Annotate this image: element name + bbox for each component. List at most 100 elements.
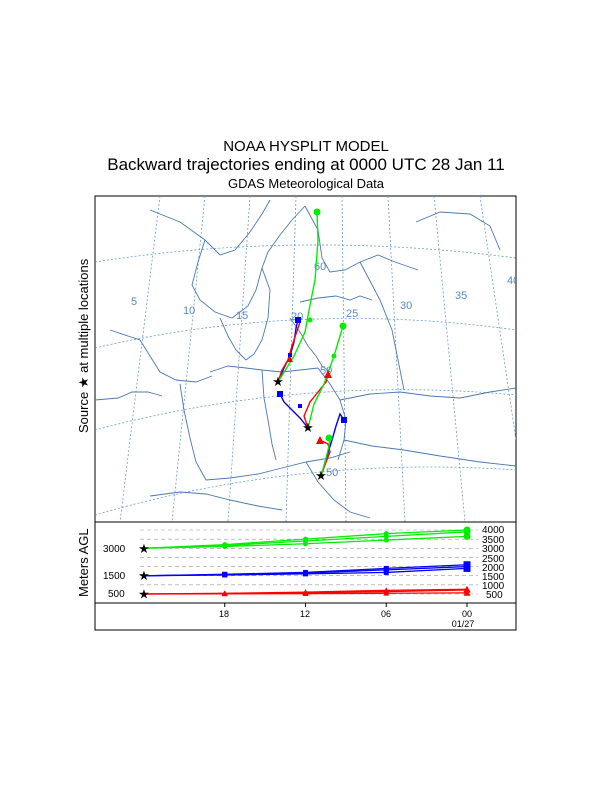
lat-line-50 — [95, 466, 516, 516]
lon-label-30: 30 — [400, 300, 412, 312]
series-2-point-1 — [221, 590, 228, 597]
start-star-1500: ★ — [138, 568, 150, 583]
coast-gulf-finland — [299, 295, 373, 303]
coast-sweden-south — [219, 267, 271, 361]
model-title: NOAA HYSPLIT MODEL — [223, 138, 389, 155]
lat-label-60: 60 — [314, 261, 326, 273]
left-level-3000: 3000 — [103, 544, 126, 555]
border-russia — [359, 261, 405, 391]
border-germany-poland — [261, 369, 277, 461]
map-marker-green-4 — [331, 353, 337, 359]
right-level-2500: 2500 — [482, 554, 505, 565]
source-star-3: ★ — [315, 468, 327, 483]
border-hungary — [305, 461, 371, 519]
traj-s2-3000 — [307, 325, 344, 429]
map-frame — [94, 195, 517, 523]
series-2-point-3 — [383, 590, 390, 596]
right-level-500: 500 — [486, 590, 503, 601]
source-star-1: ★ — [272, 374, 284, 389]
right-level-labels: 4000 3500 3000 2500 2000 1500 1000 500 — [482, 525, 505, 601]
longitude-grid — [119, 196, 516, 522]
map-content: 5 10 15 20 25 30 35 40 60 50 50 — [95, 196, 519, 522]
right-level-3000: 3000 — [482, 544, 505, 555]
lon-label-5: 5 — [131, 296, 137, 308]
coast-scandinavia — [191, 205, 306, 319]
map-marker-green-1 — [313, 208, 321, 216]
source-side-label: Source ★ at multiple locations — [76, 258, 91, 433]
map-marker-blue-5 — [298, 404, 302, 408]
coast-white-sea — [415, 211, 501, 251]
coast-norway — [149, 199, 271, 256]
source-stars: ★ ★ ★ — [272, 374, 327, 483]
x-tick-label-12: 12 — [300, 609, 310, 619]
coast-baltic-east — [289, 317, 331, 373]
lon-line-35 — [433, 196, 466, 522]
start-star-3000: ★ — [138, 541, 150, 556]
map-marker-green-2 — [307, 317, 313, 323]
map-marker-green-5 — [325, 434, 333, 442]
border-belarus — [339, 387, 516, 401]
border-alps — [149, 491, 283, 511]
map-marker-red-2 — [316, 436, 324, 444]
source-star-2: ★ — [302, 420, 314, 435]
x-tick-label-18: 18 — [219, 609, 229, 619]
series-1-point-4 — [463, 585, 471, 593]
latitude-grid — [95, 244, 516, 516]
lon-line-10 — [171, 196, 206, 522]
map-marker-blue-4 — [288, 353, 292, 357]
lon-label-40: 40 — [507, 275, 519, 287]
traj-s1-3000 — [277, 211, 319, 383]
traj-s2-500 — [303, 373, 329, 429]
x-tick-label-00: 00 — [462, 609, 472, 619]
series-7-point-3 — [383, 533, 389, 539]
border-south — [205, 451, 351, 481]
x-tick-label-06: 06 — [381, 609, 391, 619]
traj-s3-3000 — [320, 437, 331, 477]
traj-s2-1500 — [279, 393, 309, 429]
right-level-1000: 1000 — [482, 581, 505, 592]
chart-subtitle: Backward trajectories ending at 0000 UTC… — [107, 155, 505, 174]
lon-label-35: 35 — [455, 290, 467, 302]
coast-north-sea — [109, 329, 213, 383]
right-level-2000: 2000 — [482, 563, 505, 574]
map-marker-red-3 — [287, 356, 293, 362]
height-series: ★ ★ ★ — [138, 526, 471, 602]
lon-label-10: 10 — [183, 305, 195, 317]
series-5-point-4 — [463, 564, 471, 572]
map-marker-blue-2 — [277, 391, 283, 397]
traj-s1-1500 — [277, 319, 299, 383]
lat-line-65 — [95, 244, 516, 263]
series-5-point-2 — [303, 571, 308, 577]
left-level-500: 500 — [108, 589, 125, 600]
series-2-point-2 — [302, 590, 309, 597]
right-level-1500: 1500 — [482, 572, 505, 583]
map-marker-red-1 — [324, 370, 332, 378]
left-level-1500: 1500 — [103, 571, 126, 582]
series-5-point-1 — [222, 572, 228, 578]
map-marker-blue-3 — [341, 417, 347, 423]
map-marker-blue-1 — [295, 317, 301, 323]
right-level-3500: 3500 — [482, 535, 505, 546]
coast-finland — [304, 205, 419, 273]
series-8-point-4 — [463, 532, 471, 540]
lon-line-40 — [479, 196, 516, 441]
series-8-point-1 — [222, 543, 228, 549]
map-markers — [277, 208, 347, 444]
border-germany-west — [179, 383, 207, 481]
coastlines — [95, 199, 516, 519]
series-8-point-3 — [383, 537, 389, 543]
lon-line-15 — [227, 196, 251, 522]
lon-line-30 — [387, 196, 406, 522]
series-4-point-3 — [383, 567, 389, 573]
right-level-4000: 4000 — [482, 525, 505, 536]
series-8-point-2 — [303, 541, 308, 547]
start-star-500: ★ — [138, 587, 150, 602]
lon-line-5 — [119, 196, 161, 522]
data-source: GDAS Meteorological Data — [227, 176, 385, 191]
x-date-label: 01/27 — [452, 619, 475, 629]
lat-line-55 — [95, 389, 516, 431]
lon-label-25: 25 — [346, 308, 358, 320]
time-ticks — [224, 603, 468, 607]
map-marker-green-3 — [339, 322, 347, 330]
